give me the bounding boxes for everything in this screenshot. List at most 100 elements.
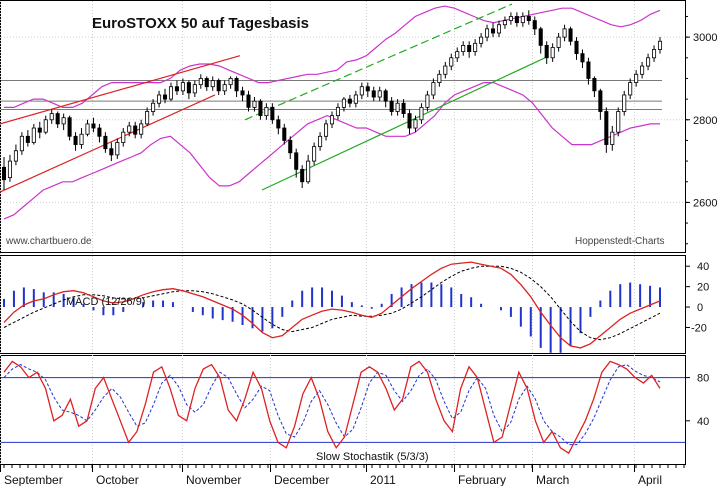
candle [37, 127, 42, 133]
stoch-tick-label: 40 [697, 416, 709, 428]
candle [383, 90, 388, 102]
candle [598, 90, 603, 112]
candle [276, 119, 281, 129]
candle [162, 94, 168, 100]
candle [318, 135, 323, 148]
candle [157, 94, 162, 104]
macd-signal-line [3, 265, 661, 341]
candle [13, 150, 18, 162]
macd-label: MACD (12/26/9) [66, 296, 145, 308]
candle [79, 133, 84, 145]
candle [73, 135, 78, 145]
candle [61, 117, 66, 125]
candle [526, 16, 531, 21]
candle [180, 82, 185, 92]
candle [657, 40, 663, 50]
candle [324, 123, 329, 137]
candle [91, 123, 96, 129]
candle [115, 142, 120, 156]
candle [574, 40, 579, 55]
candle [371, 90, 376, 98]
candle [43, 119, 48, 133]
candle [329, 115, 335, 125]
candle [168, 86, 174, 100]
candle [258, 100, 263, 117]
candle [7, 160, 12, 179]
candle [264, 106, 269, 117]
candle [586, 61, 591, 79]
candle [288, 140, 293, 154]
candle [341, 98, 346, 108]
stoch-k-line [3, 360, 661, 455]
candle [407, 113, 412, 129]
candle [85, 123, 90, 135]
month-label: October [96, 473, 139, 486]
candle [234, 78, 239, 92]
red-trend-upper [0, 55, 241, 125]
stoch-d-line [3, 364, 661, 446]
candle [622, 94, 627, 112]
candle [544, 44, 549, 59]
candle [413, 119, 418, 129]
candle [485, 28, 490, 38]
candle [335, 106, 340, 117]
candle [19, 135, 24, 152]
candle [556, 36, 561, 48]
candle [216, 80, 221, 92]
candle [246, 94, 251, 108]
price-panel-frame [0, 0, 686, 253]
bollinger-upper [4, 5, 661, 108]
candle [312, 146, 317, 162]
macd-line [3, 261, 661, 349]
candle [174, 86, 179, 92]
candle [347, 98, 352, 104]
candle [306, 160, 311, 183]
candle [31, 127, 36, 143]
candle [425, 94, 430, 108]
candle [634, 73, 639, 83]
candle [145, 111, 150, 125]
macd-tick-label: 20 [697, 282, 709, 294]
candle [473, 42, 478, 52]
candle [377, 90, 382, 98]
candle [300, 168, 305, 183]
candle [353, 94, 358, 104]
candle [604, 111, 609, 145]
candle [467, 44, 472, 52]
macd-tick-label: 40 [697, 261, 709, 273]
month-label: February [458, 473, 506, 486]
candle [365, 86, 370, 92]
candle [103, 135, 108, 150]
candle [419, 106, 424, 121]
stoch-panel-frame [0, 355, 686, 465]
candle [479, 36, 484, 44]
candle [610, 131, 615, 145]
month-label: November [186, 473, 241, 486]
candle [228, 78, 233, 86]
candle [455, 51, 460, 59]
candle [359, 86, 364, 96]
candle [502, 20, 507, 26]
candle [222, 84, 227, 92]
candle [192, 84, 197, 94]
candle [646, 57, 651, 67]
candle [568, 28, 573, 42]
chart-title: EuroSTOXX 50 auf Tagesbasis [92, 15, 309, 32]
candle [580, 53, 585, 63]
candle [538, 28, 543, 46]
candle [616, 111, 621, 133]
price-marks [0, 3, 663, 220]
candle [133, 125, 138, 135]
month-label: April [638, 473, 662, 486]
candle [210, 80, 215, 88]
candle [431, 82, 436, 96]
candle [520, 16, 525, 24]
candle [198, 78, 203, 86]
candle [437, 73, 442, 83]
month-label: March [536, 473, 569, 486]
candle [508, 16, 513, 21]
candle [55, 113, 60, 125]
candle [25, 135, 30, 143]
candle [240, 90, 245, 96]
